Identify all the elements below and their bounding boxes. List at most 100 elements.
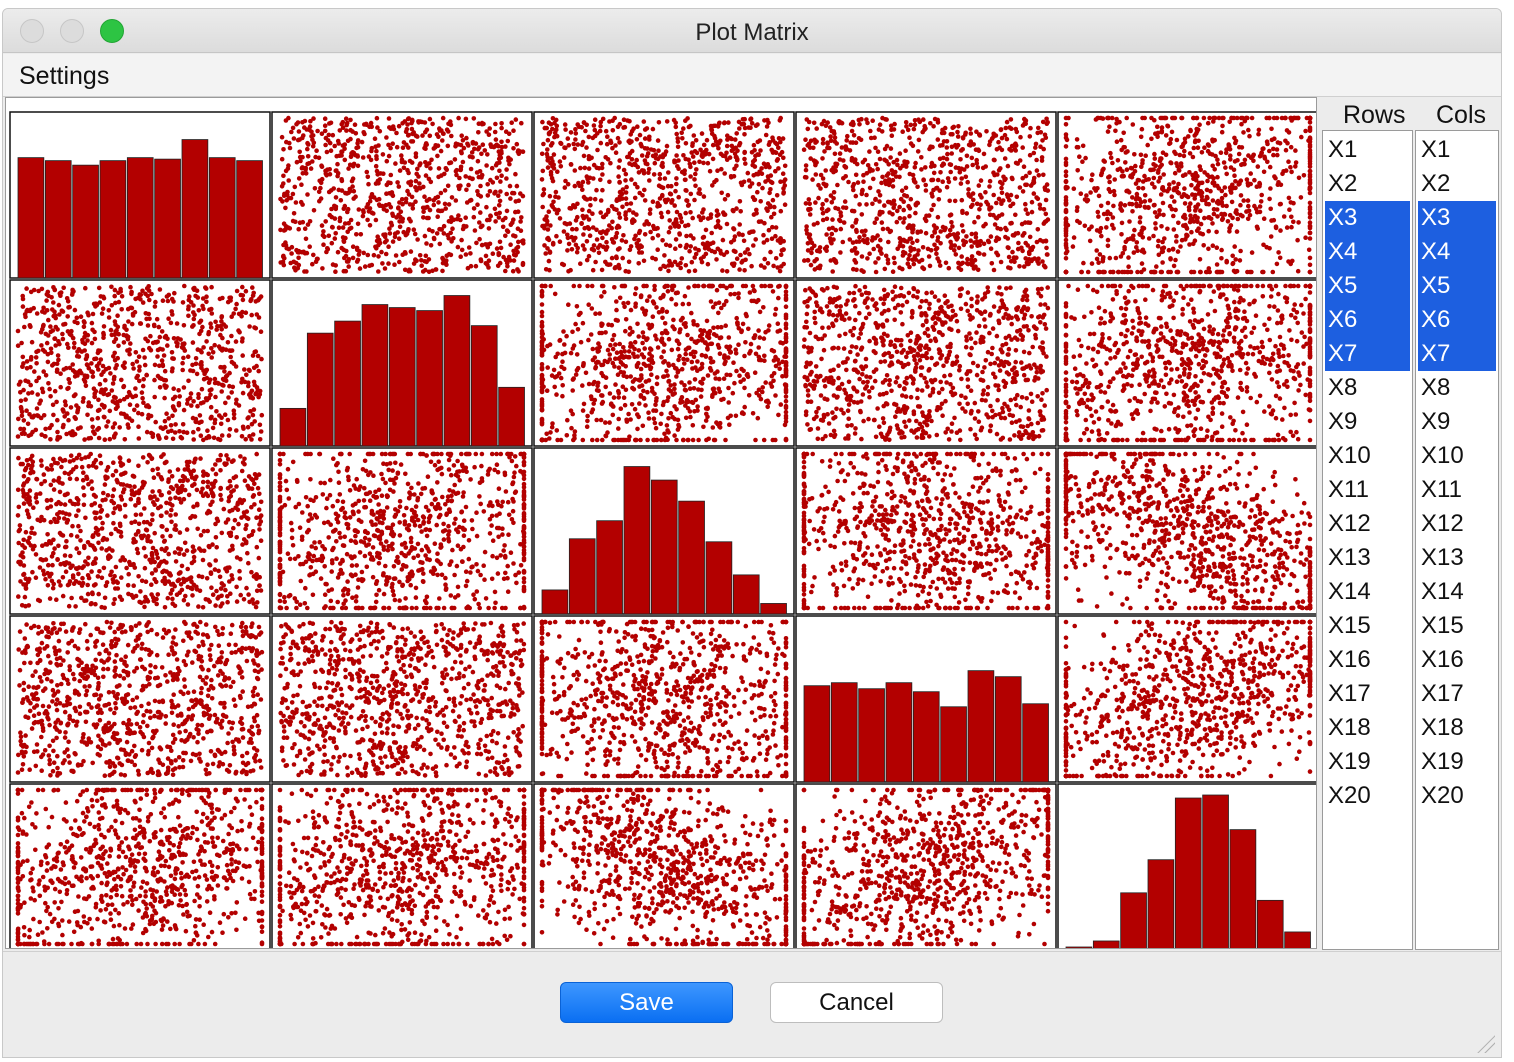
- scatter-point: [878, 237, 883, 243]
- scatter-point: [1247, 212, 1253, 218]
- scatter-point: [710, 240, 716, 245]
- scatter-point: [692, 160, 697, 165]
- scatter-point: [674, 176, 679, 181]
- scatter-point: [191, 316, 197, 322]
- scatter-point: [641, 388, 646, 394]
- scatter-point: [625, 300, 631, 306]
- scatter-point: [781, 186, 786, 191]
- scatter-point: [1008, 192, 1014, 198]
- scatter-point: [1149, 181, 1155, 186]
- scatter-point: [1063, 122, 1069, 127]
- scatter-point: [204, 435, 210, 441]
- scatter-point: [768, 249, 773, 255]
- scatter-point: [689, 310, 694, 316]
- scatter-point: [1172, 199, 1177, 204]
- scatter-point: [61, 322, 66, 327]
- scatter-point: [1182, 186, 1187, 191]
- scatter-point: [1108, 150, 1113, 156]
- scatter-point: [1167, 203, 1173, 209]
- scatter-point: [890, 269, 896, 274]
- scatter-point: [845, 133, 850, 139]
- scatter-point: [400, 121, 405, 126]
- scatter-point: [1277, 255, 1283, 261]
- scatter-point: [1017, 158, 1023, 163]
- scatter-point: [255, 387, 261, 393]
- scatter-point: [38, 398, 43, 404]
- scatter-point: [573, 242, 579, 248]
- scatter-point: [561, 229, 567, 234]
- scatter-point: [416, 185, 422, 191]
- scatter-point: [250, 285, 255, 290]
- scatter-point: [1081, 260, 1086, 266]
- scatter-point: [1214, 262, 1220, 267]
- scatter-point: [1077, 220, 1082, 225]
- scatter-point: [122, 437, 128, 442]
- scatter-point: [968, 126, 973, 132]
- minimize-window-icon[interactable]: [60, 19, 84, 43]
- scatter-point: [81, 396, 86, 401]
- scatter-point: [474, 170, 480, 175]
- scatter-point: [974, 201, 980, 207]
- scatter-point: [1307, 125, 1313, 130]
- scatter-point: [100, 306, 106, 311]
- scatter-point: [1187, 151, 1193, 156]
- scatter-point: [867, 251, 872, 256]
- scatter-point: [240, 390, 246, 396]
- scatter-point: [614, 207, 619, 213]
- scatter-point: [1074, 208, 1080, 213]
- scatter-point: [1114, 116, 1119, 122]
- scatter-point: [113, 322, 118, 327]
- panel-x4-vs-x3: [9, 279, 271, 447]
- scatter-point: [641, 283, 647, 289]
- scatter-point: [1031, 191, 1037, 196]
- scatter-point: [591, 243, 597, 248]
- scatter-point: [300, 120, 305, 125]
- maximize-window-icon[interactable]: [100, 19, 124, 43]
- scatter-point: [353, 131, 359, 136]
- scatter-point: [1134, 194, 1140, 200]
- scatter-point: [1025, 211, 1030, 216]
- scatter-point: [748, 341, 754, 347]
- scatter-point: [1296, 220, 1301, 225]
- scatter-point: [357, 266, 363, 271]
- scatter-point: [1196, 138, 1201, 144]
- scatter-point: [234, 428, 239, 433]
- scatter-point: [923, 165, 928, 170]
- scatter-point: [1002, 132, 1008, 138]
- scatter-point: [1179, 164, 1184, 169]
- close-window-icon[interactable]: [20, 19, 44, 43]
- scatter-point: [464, 187, 469, 193]
- scatter-point: [843, 165, 849, 170]
- scatter-point: [1098, 203, 1104, 209]
- scatter-point: [213, 319, 218, 325]
- scatter-point: [333, 204, 339, 210]
- scatter-point: [16, 382, 22, 387]
- scatter-point: [450, 226, 455, 231]
- scatter-point: [54, 399, 59, 405]
- scatter-point: [1287, 207, 1292, 212]
- scatter-point: [969, 155, 975, 161]
- menu-settings[interactable]: Settings: [19, 62, 110, 90]
- scatter-point: [1223, 165, 1228, 170]
- scatter-point: [647, 134, 652, 140]
- scatter-point: [584, 257, 590, 263]
- scatter-point: [393, 253, 399, 258]
- scatter-point: [737, 267, 742, 272]
- scatter-point: [747, 230, 752, 235]
- scatter-point: [220, 295, 225, 301]
- scatter-point: [710, 156, 716, 162]
- scatter-point: [446, 129, 451, 134]
- scatter-point: [240, 424, 246, 430]
- scatter-point: [475, 146, 481, 152]
- scatter-point: [875, 149, 881, 154]
- scatter-point: [132, 407, 137, 413]
- scatter-point: [446, 202, 452, 207]
- scatter-point: [1009, 175, 1015, 181]
- scatter-point: [803, 167, 809, 173]
- scatter-point: [851, 208, 857, 214]
- scatter-point: [938, 170, 943, 175]
- scatter-point: [600, 161, 605, 167]
- scatter-point: [901, 207, 906, 213]
- scatter-point: [417, 181, 422, 186]
- scatter-point: [565, 248, 570, 253]
